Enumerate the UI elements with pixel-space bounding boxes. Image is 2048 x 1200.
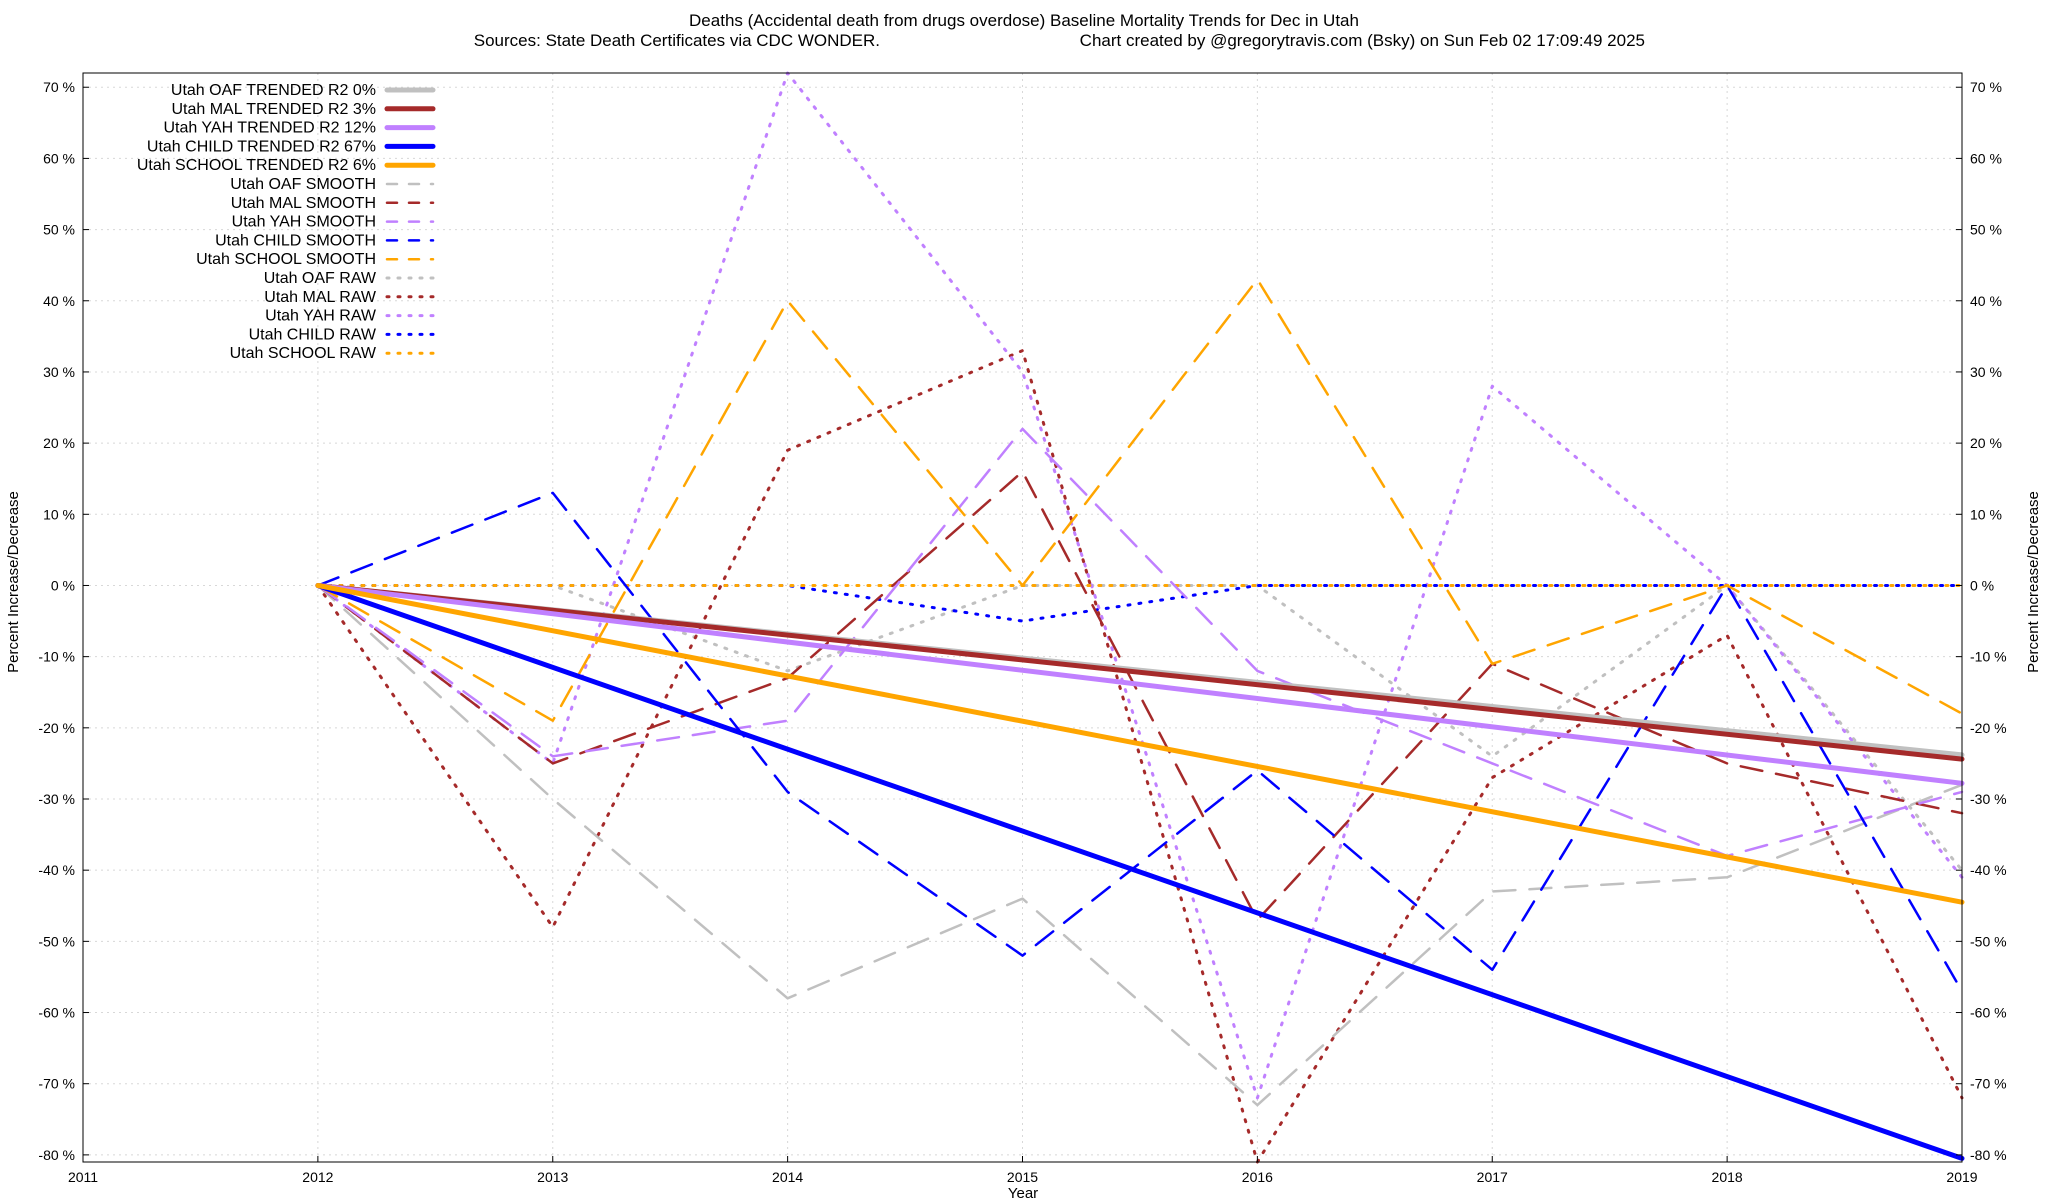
y-tick-label-right: 50 % — [1970, 222, 2002, 238]
y-tick-label-right: 10 % — [1970, 506, 2002, 522]
y-tick-label-right: 20 % — [1970, 435, 2002, 451]
legend-label: Utah YAH RAW — [265, 308, 377, 325]
series-line-utah-oaf-smooth — [316, 584, 1964, 1107]
series-line-utah-oaf-raw — [316, 584, 1964, 872]
x-tick-label: 2019 — [1946, 1169, 1977, 1185]
legend-entry: Utah OAF SMOOTH — [230, 176, 435, 193]
y-tick-label-left: -40 % — [38, 862, 75, 878]
legend-entry: Utah SCHOOL RAW — [230, 345, 435, 362]
y-tick-label-right: 70 % — [1970, 79, 2002, 95]
y-axis-title-right: Percent Increase/Decrease — [2025, 491, 2042, 673]
y-tick-label-left: -70 % — [38, 1076, 75, 1092]
legend-label: Utah YAH TRENDED R2 12% — [163, 120, 376, 137]
legend-entry: Utah CHILD RAW — [249, 326, 435, 343]
legend-entry: Utah OAF TRENDED R2 0% — [171, 82, 436, 99]
y-tick-label-right: -60 % — [1970, 1005, 2007, 1021]
legend-label: Utah MAL TRENDED R2 3% — [171, 101, 376, 118]
x-tick-label: 2018 — [1712, 1169, 1743, 1185]
x-tick-label: 2017 — [1477, 1169, 1508, 1185]
chart-title: Deaths (Accidental death from drugs over… — [689, 11, 1359, 30]
legend-entry: Utah SCHOOL TRENDED R2 6% — [137, 157, 436, 174]
y-tick-label-right: 60 % — [1970, 150, 2002, 166]
legend-label: Utah YAH SMOOTH — [232, 214, 376, 231]
x-tick-label: 2014 — [772, 1169, 803, 1185]
series-line-utah-school-trended-r2-6 — [315, 583, 1965, 905]
y-tick-label-right: -30 % — [1970, 791, 2007, 807]
y-tick-label-right: -50 % — [1970, 933, 2007, 949]
series-line-utah-mal-raw — [316, 349, 1964, 1164]
x-tick-label: 2011 — [68, 1169, 98, 1185]
legend-label: Utah OAF SMOOTH — [230, 176, 376, 193]
legend: Utah OAF TRENDED R2 0% Utah MAL TRENDED R… — [137, 82, 436, 362]
y-tick-label-right: -70 % — [1970, 1076, 2007, 1092]
legend-label: Utah MAL RAW — [264, 289, 377, 306]
legend-entry: Utah MAL SMOOTH — [231, 195, 435, 212]
series-line-utah-yah-smooth — [316, 427, 1964, 858]
chart-source: Sources: State Death Certificates via CD… — [474, 31, 880, 50]
y-tick-label-left: 20 % — [43, 435, 75, 451]
legend-label: Utah OAF RAW — [264, 270, 377, 287]
series-line-utah-mal-trended-r2-3 — [315, 583, 1965, 762]
axis-ticks: 70 % 70 % 60 % 60 % 50 % 50 % 40 % 40 % 30 % 30 %… — [38, 79, 2006, 1185]
plot-lines — [315, 71, 1965, 1164]
y-tick-label-right: 40 % — [1970, 293, 2002, 309]
legend-entry: Utah YAH TRENDED R2 12% — [163, 120, 436, 137]
y-tick-label-left: -60 % — [38, 1005, 75, 1021]
legend-entry: Utah MAL RAW — [264, 289, 435, 306]
y-tick-label-right: 30 % — [1970, 364, 2002, 380]
y-tick-label-right: -40 % — [1970, 862, 2007, 878]
x-tick-label: 2013 — [537, 1169, 568, 1185]
chart-credit: Chart created by @gregorytravis.com (Bsk… — [1080, 31, 1645, 50]
legend-entry: Utah MAL TRENDED R2 3% — [171, 101, 436, 118]
series-line-utah-child-trended-r2-67 — [315, 583, 1965, 1161]
y-tick-label-left: -80 % — [38, 1147, 75, 1163]
x-tick-label: 2012 — [302, 1169, 333, 1185]
legend-label: Utah MAL SMOOTH — [231, 195, 376, 212]
x-tick-label: 2015 — [1007, 1169, 1038, 1185]
y-tick-label-left: 10 % — [43, 506, 75, 522]
legend-label: Utah CHILD SMOOTH — [215, 232, 376, 249]
x-tick-label: 2016 — [1242, 1169, 1273, 1185]
legend-entry: Utah OAF RAW — [264, 270, 435, 287]
y-tick-label-left: 40 % — [43, 293, 75, 309]
y-tick-label-left: -20 % — [38, 720, 75, 736]
y-tick-label-left: 50 % — [43, 222, 75, 238]
y-tick-label-left: 60 % — [43, 150, 75, 166]
y-tick-label-right: 0 % — [1970, 577, 1994, 593]
legend-entry: Utah CHILD SMOOTH — [215, 232, 435, 249]
legend-label: Utah SCHOOL TRENDED R2 6% — [137, 157, 376, 174]
y-tick-label-right: -80 % — [1970, 1147, 2007, 1163]
x-axis-title: Year — [1008, 1185, 1038, 1200]
y-tick-label-left: -30 % — [38, 791, 75, 807]
y-tick-label-left: 70 % — [43, 79, 75, 95]
y-tick-label-right: -10 % — [1970, 649, 2007, 665]
legend-entry: Utah YAH RAW — [265, 308, 435, 325]
y-tick-label-left: -50 % — [38, 933, 75, 949]
legend-entry: Utah YAH SMOOTH — [232, 214, 435, 231]
legend-label: Utah CHILD RAW — [249, 326, 377, 343]
y-tick-label-left: -10 % — [38, 649, 75, 665]
legend-label: Utah CHILD TRENDED R2 67% — [147, 138, 376, 155]
legend-entry: Utah SCHOOL SMOOTH — [196, 251, 435, 268]
series-line-utah-yah-trended-r2-12 — [315, 583, 1965, 786]
legend-label: Utah SCHOOL RAW — [230, 345, 377, 362]
series-line-utah-school-smooth — [316, 278, 1964, 722]
y-tick-label-right: -20 % — [1970, 720, 2007, 736]
y-tick-label-left: 30 % — [43, 364, 75, 380]
legend-label: Utah OAF TRENDED R2 0% — [171, 82, 376, 99]
legend-entry: Utah CHILD TRENDED R2 67% — [147, 138, 436, 155]
legend-label: Utah SCHOOL SMOOTH — [196, 251, 376, 268]
y-tick-label-left: 0 % — [51, 577, 75, 593]
y-axis-title-left: Percent Increase/Decrease — [5, 491, 22, 673]
